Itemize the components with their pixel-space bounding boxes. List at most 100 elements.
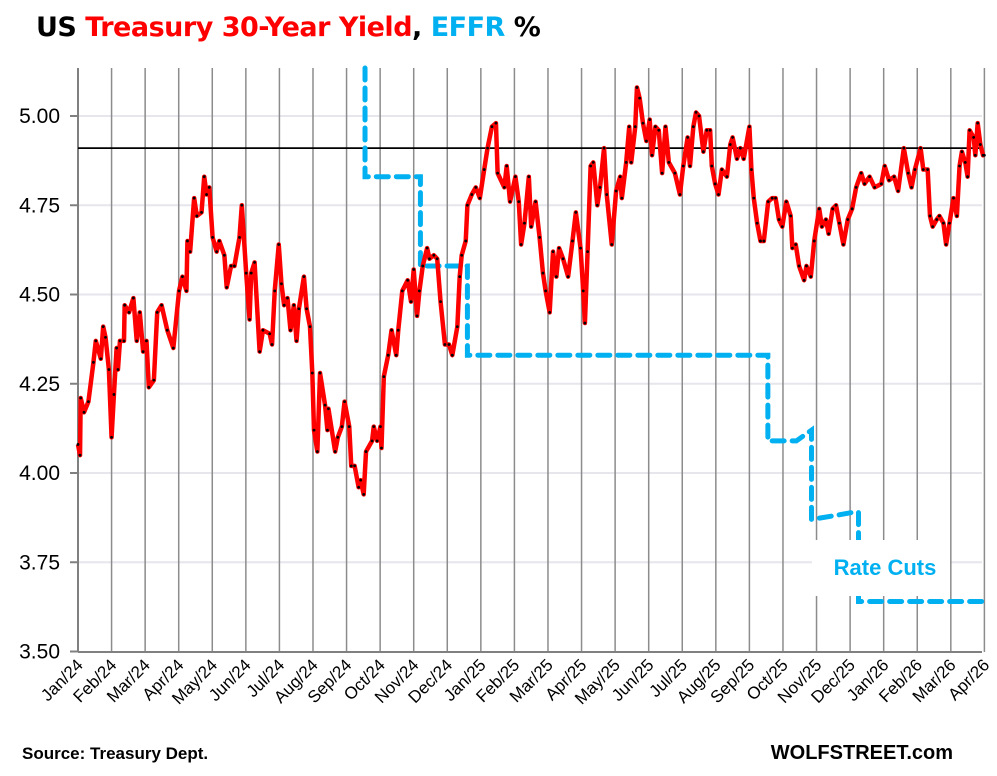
- yield-data-point: [755, 221, 759, 225]
- title-suffix: %: [504, 12, 541, 43]
- yield-data-point: [215, 250, 219, 254]
- yield-data-point: [141, 350, 145, 354]
- yield-data-point: [752, 196, 756, 200]
- yield-data-point: [554, 275, 558, 279]
- yield-line: [75, 85, 986, 497]
- yield-data-point: [122, 339, 126, 343]
- yield-data-point: [327, 407, 330, 411]
- yield-data-point: [362, 493, 366, 496]
- yield-data-point: [963, 161, 967, 164]
- yield-data-point: [534, 200, 537, 204]
- yield-data-point: [748, 125, 751, 129]
- yield-data-point: [850, 207, 854, 211]
- yield-data-point: [618, 175, 622, 179]
- yield-data-point: [973, 153, 977, 157]
- yield-data-point: [966, 175, 970, 179]
- yield-data-point: [152, 378, 156, 382]
- yield-data-point: [574, 210, 578, 214]
- yield-data-point: [638, 96, 642, 100]
- yield-data-point: [460, 253, 464, 257]
- yield-data-point: [614, 189, 618, 193]
- yield-data-point: [443, 343, 447, 346]
- yield-data-point: [343, 400, 346, 403]
- yield-data-point: [165, 328, 169, 332]
- yield-data-point: [620, 196, 624, 200]
- yield-data-point: [160, 303, 163, 307]
- yield-data-point: [548, 310, 552, 314]
- yield-data-point: [502, 186, 506, 189]
- yield-data-point: [742, 157, 746, 161]
- yield-data-point: [244, 271, 248, 275]
- yield-data-point: [906, 171, 910, 175]
- yield-data-point: [541, 271, 545, 275]
- yield-data-point: [396, 328, 400, 332]
- yield-data-point: [759, 239, 762, 243]
- yield-data-point: [147, 385, 151, 389]
- yield-data-point: [688, 164, 692, 168]
- yield-data-point: [310, 371, 314, 375]
- yield-data-point: [297, 307, 301, 311]
- yield-data-point: [478, 196, 482, 200]
- annotation-background: [812, 540, 950, 596]
- yield-data-point: [229, 264, 233, 268]
- yield-data-point: [774, 196, 777, 200]
- yield-data-point: [817, 207, 821, 211]
- yield-data-point: [710, 164, 714, 168]
- yield-data-point: [660, 171, 664, 175]
- yield-data-point: [76, 443, 80, 446]
- yield-data-point: [702, 150, 705, 154]
- yield-data-point: [523, 221, 526, 225]
- yield-data-point: [641, 121, 645, 125]
- yield-data-point: [295, 339, 298, 343]
- yield-data-point: [777, 218, 781, 221]
- yield-data-point: [664, 125, 667, 129]
- yield-data-point: [82, 410, 86, 414]
- yield-data-point: [225, 285, 229, 289]
- yield-data-point: [470, 193, 474, 196]
- yield-data-point: [323, 403, 327, 407]
- yield-data-point: [982, 153, 986, 157]
- yield-data-point: [720, 168, 724, 171]
- yield-data-point: [486, 146, 489, 150]
- yield-data-point: [766, 200, 770, 204]
- yield-data-point: [253, 260, 256, 264]
- yield-data-point: [566, 275, 570, 279]
- yield-data-point: [605, 193, 609, 196]
- yield-data-point: [713, 182, 717, 186]
- yield-data-point: [571, 239, 574, 243]
- yield-data-point: [336, 435, 340, 439]
- yield-data-point: [79, 396, 83, 400]
- yield-data-point: [789, 214, 793, 218]
- yield-data-point: [386, 353, 390, 357]
- yield-data-point: [926, 168, 930, 171]
- yield-data-point: [859, 171, 863, 175]
- yield-data-point: [538, 235, 541, 239]
- yield-data-point: [382, 375, 386, 379]
- yield-data-point: [202, 175, 206, 179]
- yield-data-point: [425, 246, 429, 250]
- yield-data-point: [583, 321, 587, 325]
- yield-data-point: [131, 296, 135, 300]
- yield-data-point: [627, 125, 631, 129]
- yield-data-point: [138, 310, 142, 314]
- yield-data-point: [312, 428, 316, 432]
- yield-data-point: [258, 350, 262, 354]
- yield-data-point: [812, 239, 816, 243]
- yield-data-point: [728, 143, 732, 146]
- yield-data-point: [750, 168, 753, 171]
- yield-data-point: [784, 200, 788, 204]
- yield-data-point: [447, 343, 451, 346]
- yield-data-point: [708, 128, 712, 132]
- yield-data-point: [667, 161, 671, 164]
- yield-data-point: [270, 343, 274, 346]
- yield-data-point: [960, 150, 964, 154]
- yield-data-point: [99, 357, 103, 361]
- yield-data-point: [691, 125, 695, 129]
- yield-data-point: [551, 250, 555, 254]
- yield-data-point: [238, 235, 241, 239]
- yield-data-point: [738, 146, 742, 150]
- yield-data-point: [394, 353, 398, 357]
- yield-data-point: [595, 203, 599, 207]
- yield-data-point: [952, 196, 955, 200]
